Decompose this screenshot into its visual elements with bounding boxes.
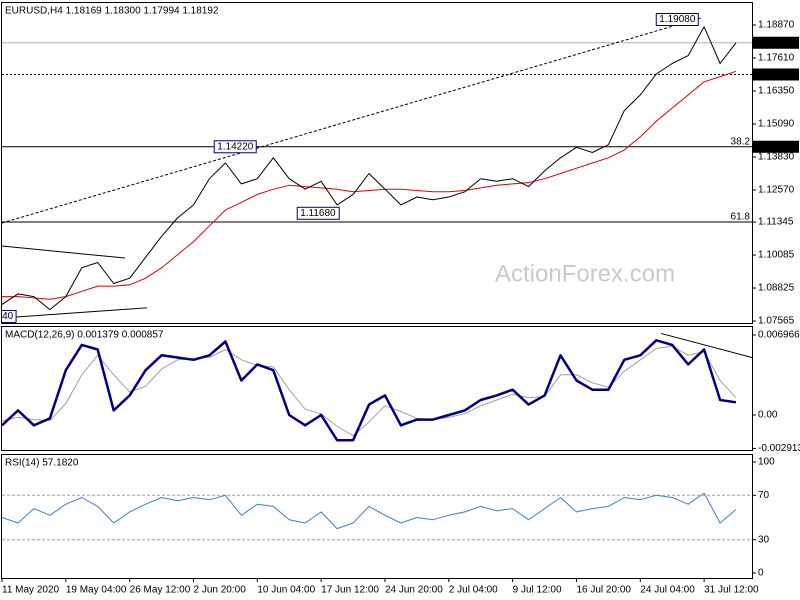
price-label-box xyxy=(655,12,699,26)
series-line xyxy=(2,70,737,300)
watermark: ActionForex.com xyxy=(495,260,675,287)
x-tick-label: 2 Jun 20:00 xyxy=(193,585,246,596)
x-tick-label: 10 Jun 04:00 xyxy=(257,585,315,596)
x-tick-label: 31 Jul 12:00 xyxy=(704,585,759,596)
x-tick-label: 17 Jun 12:00 xyxy=(321,585,379,596)
y-tick-label: 1.11345 xyxy=(758,217,794,228)
x-tick-label: 24 Jun 20:00 xyxy=(385,585,443,596)
x-tick-label: 26 May 12:00 xyxy=(130,585,191,596)
y-tick-label: 1.15090 xyxy=(758,119,795,130)
x-tick-label: 16 Jul 20:00 xyxy=(576,585,631,596)
y-tick-label: 1.16350 xyxy=(758,86,795,97)
x-tick-label: 9 Jul 12:00 xyxy=(513,585,562,596)
y-tick-label: -0.002913 xyxy=(758,443,800,454)
price-label-box xyxy=(296,206,340,220)
y-tick-label: 1.10085 xyxy=(758,250,795,261)
rsi-panel xyxy=(1,454,753,579)
x-tick-label: 19 May 04:00 xyxy=(66,585,127,596)
price-tag xyxy=(753,68,799,81)
price-label: 1.07740 xyxy=(0,311,14,322)
x-tick-label: 24 Jul 04:00 xyxy=(640,585,695,596)
price-tag-label: 1.18192 xyxy=(758,37,795,48)
price-label: 1.14220 xyxy=(217,141,254,152)
x-tick-label: 11 May 2020 xyxy=(2,585,60,596)
trendline xyxy=(2,307,148,319)
series-line xyxy=(2,492,737,530)
panel-title: EURUSD,H4 1.18169 1.18300 1.17994 1.1819… xyxy=(5,6,219,17)
price-tag-label: 1.16980 xyxy=(758,69,795,80)
fib-label: 61.8 xyxy=(731,212,751,223)
y-tick-label: 1.07565 xyxy=(758,316,795,327)
y-tick-label: 0.006966 xyxy=(758,330,800,341)
plot-area xyxy=(2,492,752,541)
trendline xyxy=(660,332,752,359)
y-tick-label: 0.00 xyxy=(758,410,778,421)
price-label: 1.11680 xyxy=(300,208,336,219)
y-tick-label: 1.18870 xyxy=(758,20,795,31)
series-line xyxy=(2,26,737,311)
panel-title: MACD(12,26,9) 0.001379 0.000857 xyxy=(5,330,164,341)
y-tick-label: 30 xyxy=(758,534,770,545)
y-tick-label: 1.17610 xyxy=(758,53,795,64)
price-tag xyxy=(753,36,799,49)
fib-label: 38.2 xyxy=(731,136,751,147)
price-tag-label: 1.14220 xyxy=(758,141,795,152)
panel-title: RSI(14) 57.1820 xyxy=(5,458,79,469)
price-panel xyxy=(1,2,753,324)
price-label-box xyxy=(2,309,17,323)
series-line xyxy=(2,339,737,442)
plot-area: 1.19080 1.14220 1.11680 1.07740 xyxy=(0,12,752,323)
y-tick-label: 0 xyxy=(758,568,764,579)
macd-panel xyxy=(1,326,753,451)
y-tick-label: 1.12570 xyxy=(758,185,795,196)
price-label: 1.19080 xyxy=(659,14,696,25)
trendline xyxy=(2,245,125,259)
y-tick-label: 1.13830 xyxy=(758,152,795,163)
y-tick-label: 1.08825 xyxy=(758,283,795,294)
y-tick-label: 70 xyxy=(758,490,770,501)
trendline xyxy=(2,17,702,224)
plot-area xyxy=(2,332,752,442)
price-label-box xyxy=(213,140,257,154)
x-tick-label: 2 Jul 04:00 xyxy=(449,585,498,596)
y-tick-label: 100 xyxy=(758,457,775,468)
price-tag xyxy=(753,140,799,153)
